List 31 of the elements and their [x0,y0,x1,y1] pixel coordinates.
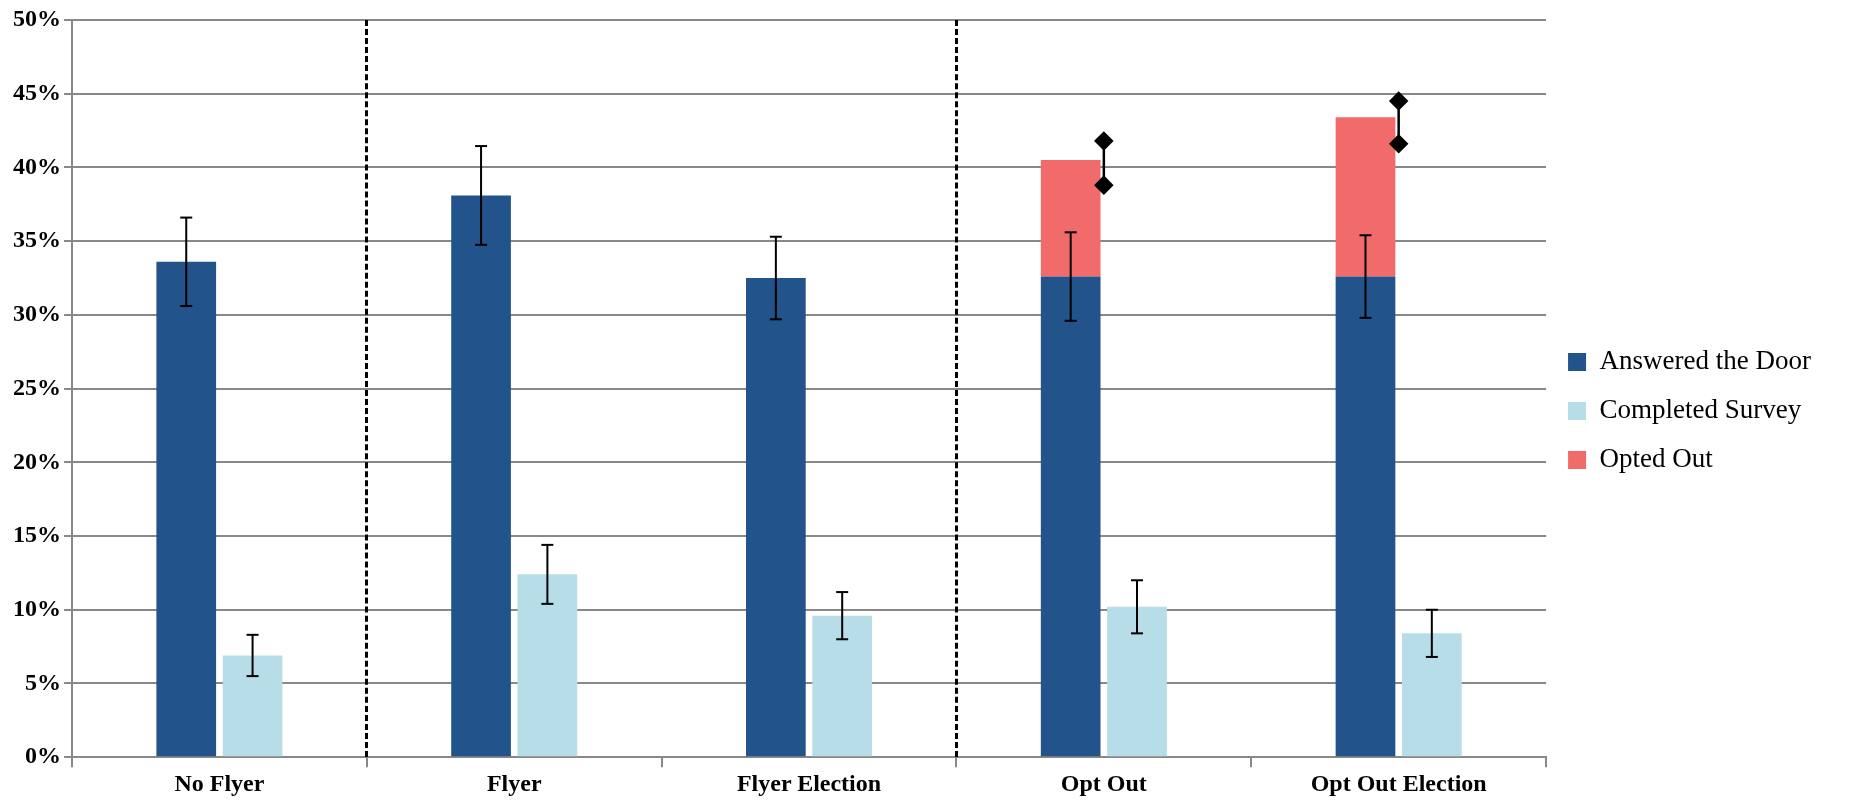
bar [222,655,283,757]
x-tick-label: No Flyer [174,769,265,796]
legend-label: Completed Survey [1599,394,1802,425]
bar [1335,117,1396,277]
y-tick-label: 25% [13,373,61,400]
bar [451,195,511,757]
legend-label: Answered the Door [1599,345,1812,376]
bar [812,615,873,757]
y-tick-label: 30% [13,300,61,327]
bar [1107,606,1167,757]
y-tick-label: 10% [13,594,61,621]
legend-label: Opted Out [1599,443,1714,474]
y-tick-label: 35% [13,226,61,253]
bar [1401,633,1462,757]
x-tick-label: Opt Out [1060,769,1147,796]
y-tick-label: 5% [25,668,61,695]
y-tick-label: 40% [13,152,61,179]
y-tick-label: 50% [13,5,61,32]
bar [746,278,806,757]
bar [1040,276,1101,757]
x-tick-label: Flyer Election [736,769,882,796]
bar [1335,276,1396,757]
y-tick-label: 0% [25,742,61,769]
y-tick-label: 45% [13,78,61,105]
y-tick-label: 15% [13,521,61,548]
x-tick-label: Opt Out Election [1310,769,1487,796]
x-tick-label: Flyer [486,769,542,796]
bar [517,574,578,757]
y-tick-label: 20% [13,447,61,474]
bar [1040,160,1101,277]
bar [156,261,217,757]
